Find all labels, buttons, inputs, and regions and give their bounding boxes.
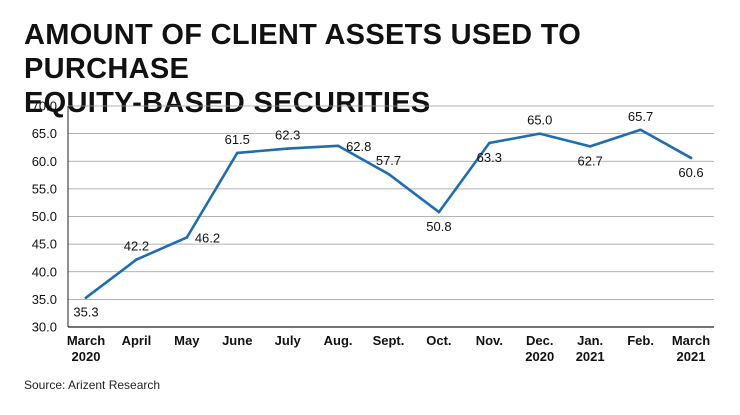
data-label-8: 63.3 <box>477 150 502 165</box>
x-tick-label-0: March <box>67 333 105 348</box>
x-tick-label-0-year: 2020 <box>72 349 101 364</box>
data-point-2 <box>185 236 189 239</box>
x-tick-label-1: April <box>122 333 152 348</box>
x-tick-label-6: Sept. <box>373 333 405 348</box>
y-tick-label-6: 60.0 <box>32 154 57 169</box>
data-label-0: 35.3 <box>73 305 98 320</box>
source-note: Source: Arizent Research <box>24 378 161 392</box>
data-point-9 <box>538 132 542 135</box>
x-tick-label-8: Nov. <box>476 333 503 348</box>
data-point-6 <box>387 172 390 176</box>
chart-title-line-1: AMOUNT OF CLIENT ASSETS USED TO PURCHASE <box>24 19 582 85</box>
data-label-12: 60.6 <box>678 165 703 180</box>
data-label-3: 61.5 <box>225 132 250 147</box>
x-tick-label-12: March <box>672 333 710 348</box>
data-point-12 <box>689 156 693 160</box>
x-tick-label-5: Aug. <box>324 333 353 348</box>
data-label-6: 57.7 <box>376 153 401 168</box>
x-tick-label-10-year: 2021 <box>576 349 605 364</box>
y-tick-label-8: 70.0 <box>32 99 57 114</box>
x-tick-label-11: Feb. <box>627 333 654 348</box>
data-point-5 <box>336 144 340 148</box>
data-label-9: 65.0 <box>527 113 552 128</box>
chart-title-line-2: EQUITY-BASED SECURITIES <box>24 87 431 119</box>
data-point-3 <box>235 151 239 155</box>
x-tick-label-9-year: 2020 <box>525 349 554 364</box>
y-tick-label-3: 45.0 <box>32 237 57 252</box>
x-tick-label-2: May <box>174 333 200 348</box>
x-tick-label-4: July <box>275 333 302 348</box>
data-point-0 <box>84 296 88 300</box>
data-point-7 <box>437 210 441 214</box>
chart-title: AMOUNT OF CLIENT ASSETS USED TO PURCHASE… <box>24 18 740 120</box>
y-tick-label-7: 65.0 <box>32 126 57 141</box>
data-label-11: 65.7 <box>628 109 653 124</box>
x-tick-label-7: Oct. <box>426 333 451 348</box>
y-tick-label-0: 30.0 <box>32 320 57 335</box>
data-point-10 <box>588 145 592 148</box>
data-label-7: 50.8 <box>426 219 451 234</box>
y-tick-label-5: 55.0 <box>32 181 57 196</box>
data-label-5: 62.8 <box>346 139 371 154</box>
x-tick-label-9: Dec. <box>526 333 553 348</box>
data-point-1 <box>135 258 138 261</box>
y-tick-label-1: 35.0 <box>32 292 57 307</box>
x-tick-label-10: Jan. <box>577 333 603 348</box>
y-tick-label-2: 40.0 <box>32 264 57 279</box>
data-point-4 <box>286 147 289 150</box>
data-label-2: 46.2 <box>195 230 220 245</box>
data-label-4: 62.3 <box>275 128 300 143</box>
data-label-10: 62.7 <box>578 153 603 168</box>
data-label-1: 42.2 <box>124 239 149 254</box>
x-tick-label-3: June <box>222 333 252 348</box>
data-point-8 <box>488 141 491 145</box>
x-tick-label-12-year: 2021 <box>677 349 706 364</box>
y-tick-label-4: 50.0 <box>32 209 57 224</box>
data-point-11 <box>639 128 642 132</box>
